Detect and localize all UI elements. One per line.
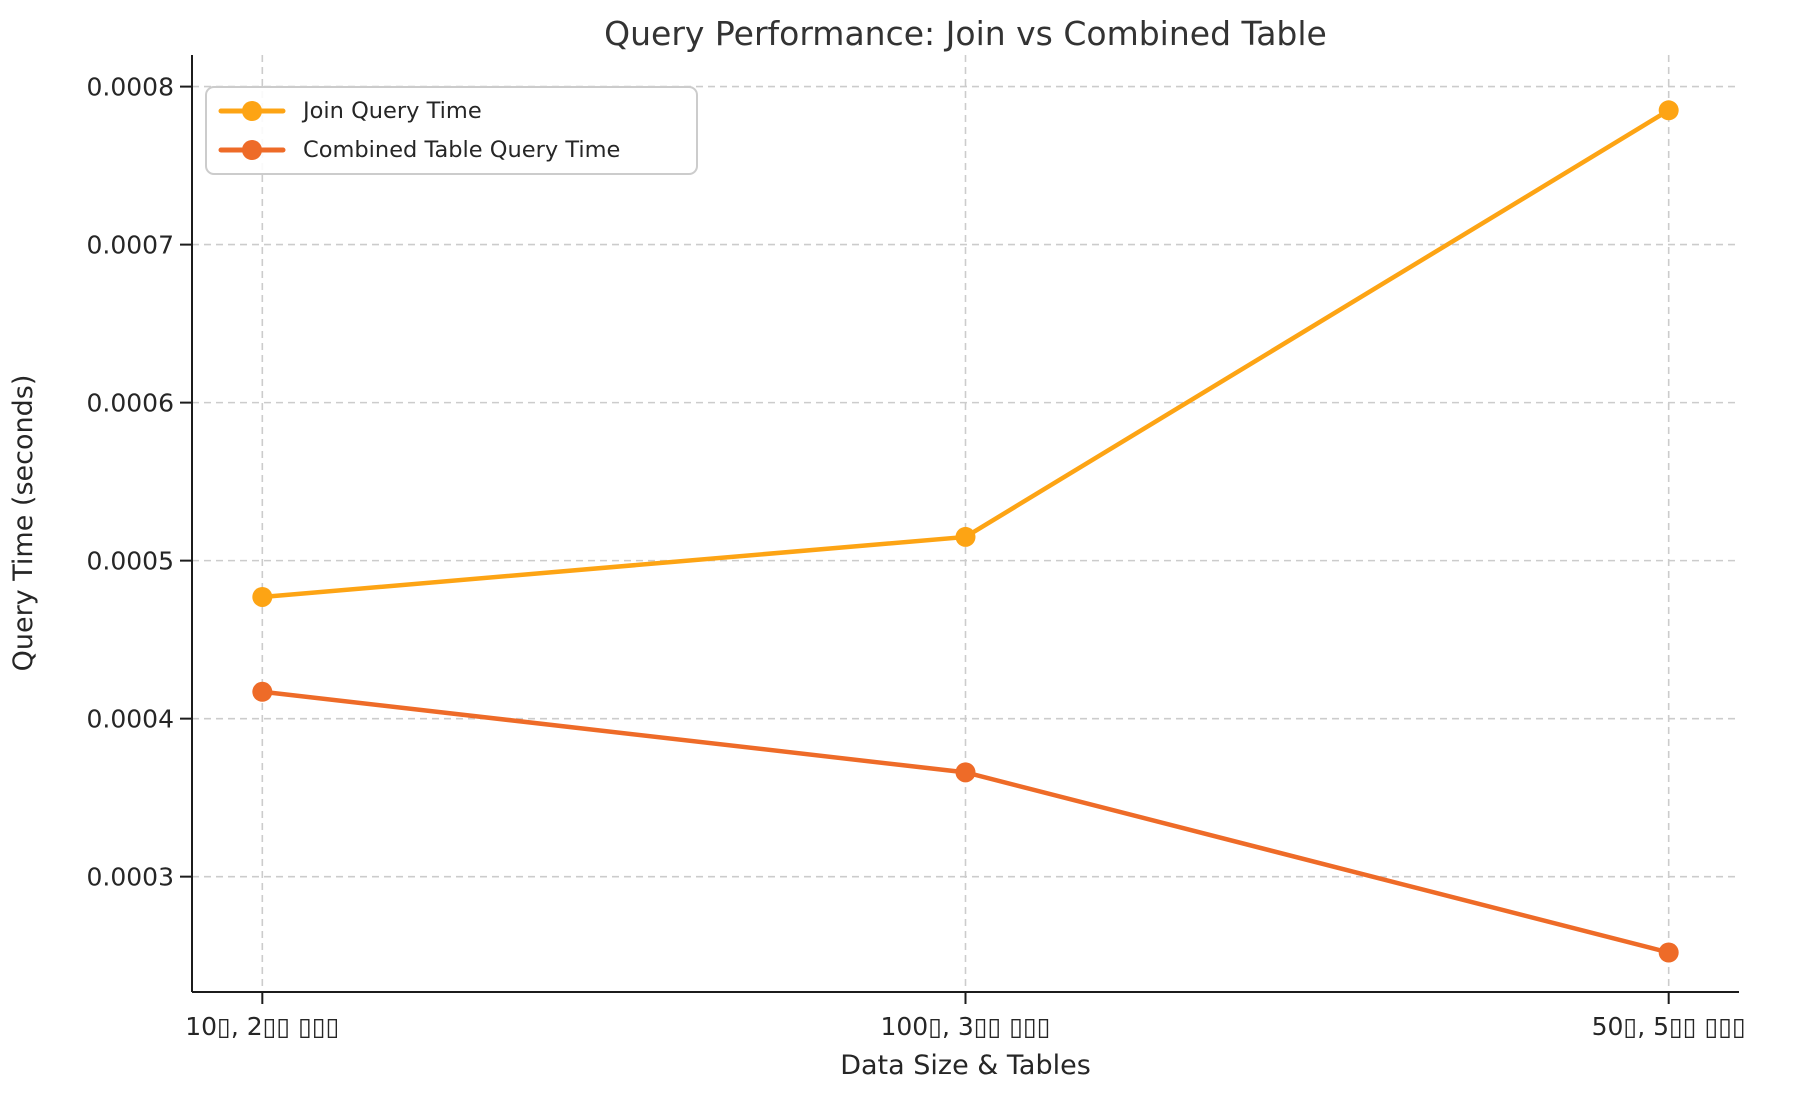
y-tick-label: 0.0007 (87, 231, 174, 260)
x-tick-label: 50▯, 5▯▯ ▯▯▯ (1592, 1012, 1746, 1041)
legend-marker-icon (218, 140, 286, 160)
y-tick-label: 0.0008 (87, 73, 174, 102)
series-marker (1658, 100, 1679, 121)
x-axis-label: Data Size & Tables (840, 1050, 1091, 1081)
series-marker (252, 681, 273, 702)
y-tick-label: 0.0004 (87, 705, 174, 734)
legend-label: Join Query Time (303, 98, 482, 124)
x-tick-label: 10▯, 2▯▯ ▯▯▯ (185, 1012, 339, 1041)
legend-label: Combined Table Query Time (303, 137, 621, 163)
legend-row: Combined Table Query Time (217, 135, 682, 165)
legend: Join Query Time Combined Table Query Time (205, 86, 698, 175)
series-marker (955, 762, 976, 783)
x-tick-label: 100▯, 3▯▯ ▯▯▯ (880, 1012, 1050, 1041)
legend-row: Join Query Time (217, 96, 682, 126)
y-tick-label: 0.0005 (87, 547, 174, 576)
y-tick-label: 0.0006 (87, 389, 174, 418)
series-marker (252, 586, 273, 607)
chart-title: Query Performance: Join vs Combined Tabl… (604, 14, 1327, 53)
legend-marker-icon (218, 101, 286, 121)
y-tick-label: 0.0003 (87, 863, 174, 892)
series-marker (1658, 942, 1679, 963)
series-marker (955, 526, 976, 547)
